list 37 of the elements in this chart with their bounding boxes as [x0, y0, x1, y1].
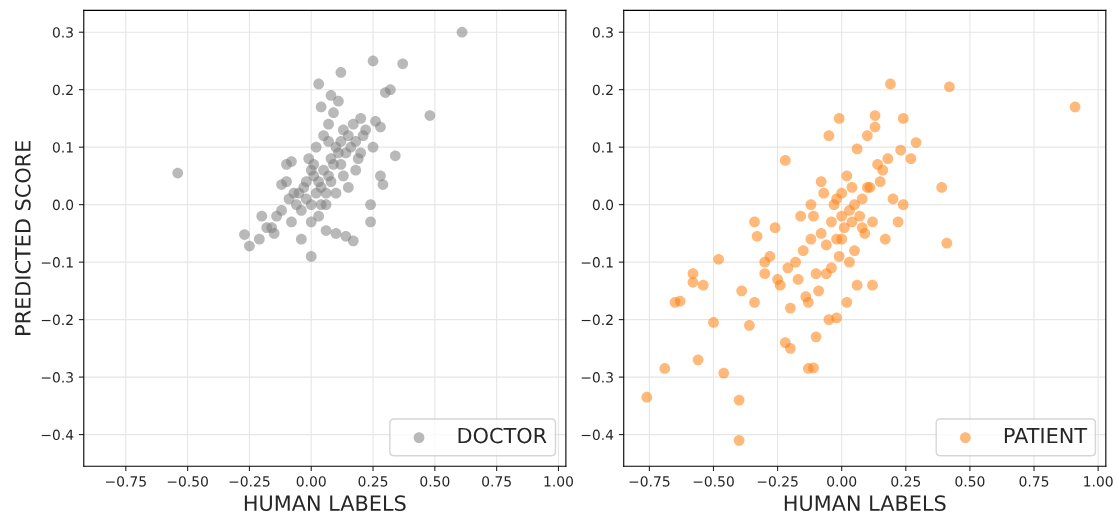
y-tick-label: 0.2 [52, 84, 73, 96]
x-tick-label: 1.00 [1084, 476, 1113, 487]
legend-label: PATIENT [1004, 427, 1088, 444]
x-tick-label: −0.25 [229, 476, 270, 487]
x-tick-label: −0.75 [105, 476, 146, 487]
y-tick-label: 0.1 [592, 142, 613, 153]
y-tick-label: −0.1 [41, 257, 73, 268]
y-tick-label: 0.3 [52, 27, 73, 38]
y-tick-label: −0.4 [41, 429, 74, 441]
x-axis-title: HUMAN LABELS [244, 495, 406, 512]
y-tick-label: 0.0 [592, 199, 614, 211]
x-tick-label: 0.50 [955, 476, 985, 487]
x-tick-label: −0.50 [167, 476, 208, 487]
y-tick-label: −0.3 [581, 372, 613, 383]
y-axis-title: PREDICTED SCORE [14, 140, 31, 335]
y-tick-label: −0.3 [41, 372, 73, 383]
y-tick-label: 0.0 [52, 199, 74, 211]
x-tick-label: 0.50 [420, 476, 450, 487]
y-tick-label: −0.2 [41, 314, 73, 326]
x-tick-label: 0.25 [891, 476, 921, 487]
x-tick-label: −0.75 [629, 476, 670, 487]
x-tick-label: 0.25 [358, 476, 388, 487]
y-tick-label: −0.2 [581, 314, 613, 326]
y-tick-label: 0.3 [592, 27, 613, 38]
x-tick-label: 0.75 [482, 476, 511, 487]
legend-label: DOCTOR [458, 427, 547, 444]
x-axis-title: HUMAN LABELS [784, 495, 946, 512]
x-tick-label: 1.00 [544, 476, 573, 487]
y-tick-label: 0.1 [52, 142, 73, 153]
x-tick-label: −0.50 [693, 476, 734, 487]
x-tick-label: 0.00 [827, 476, 857, 487]
x-tick-label: 0.00 [296, 476, 326, 487]
y-tick-label: −0.4 [581, 429, 614, 441]
y-tick-label: −0.1 [581, 257, 613, 268]
x-tick-label: 0.75 [1019, 476, 1049, 487]
x-tick-label: −0.25 [757, 476, 798, 487]
y-tick-label: 0.2 [592, 84, 613, 96]
